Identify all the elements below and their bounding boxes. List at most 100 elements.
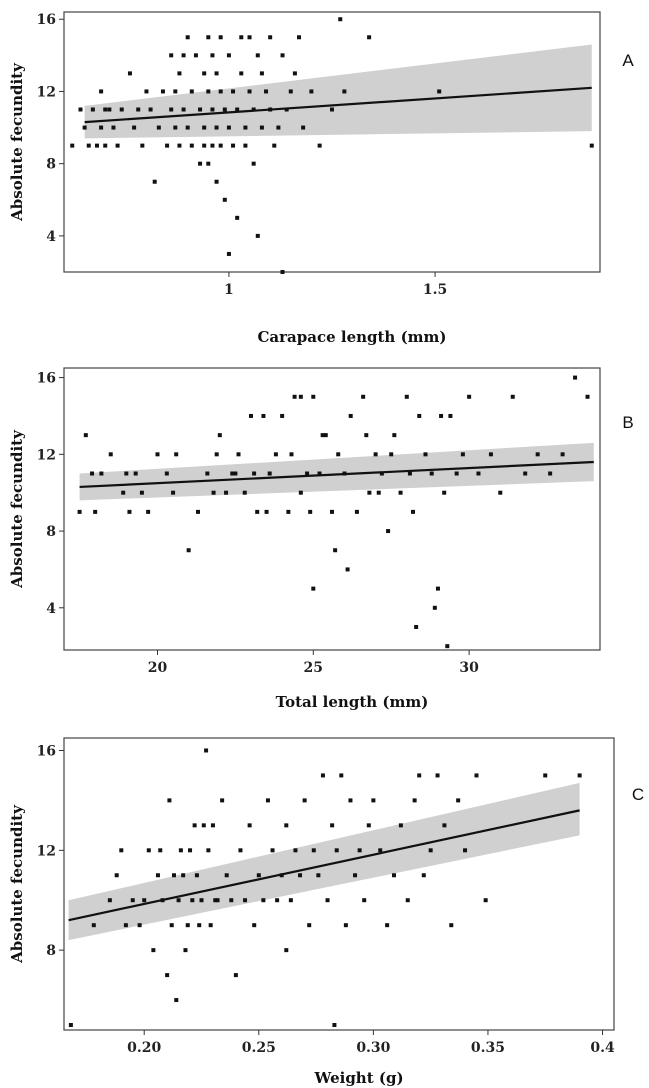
panel-b: 20 25 30 4 8 12 16 Total length (mm) Absolute fe… xyxy=(8,367,634,711)
x-axis-title: Carapace length (mm) xyxy=(257,328,446,346)
y-tick-label: 8 xyxy=(46,943,56,959)
data-point xyxy=(222,107,227,112)
data-point xyxy=(188,848,193,853)
data-point xyxy=(243,898,248,903)
data-point xyxy=(264,89,269,94)
x-tick-label: 30 xyxy=(459,660,479,676)
data-point xyxy=(210,143,215,148)
data-point xyxy=(124,471,129,476)
data-point xyxy=(197,923,202,928)
data-point xyxy=(78,107,83,112)
data-point xyxy=(252,923,257,928)
data-point xyxy=(132,125,137,130)
data-point xyxy=(333,548,338,553)
data-point xyxy=(280,53,285,58)
data-point xyxy=(233,471,238,476)
data-point xyxy=(226,251,231,256)
data-point xyxy=(298,490,303,495)
data-point xyxy=(259,71,264,76)
panel-label: B xyxy=(622,413,633,432)
data-point xyxy=(284,948,289,953)
data-point xyxy=(214,452,219,457)
data-point xyxy=(284,823,289,828)
y-tick-label: 8 xyxy=(46,157,56,173)
data-point xyxy=(251,107,256,112)
data-point xyxy=(398,490,403,495)
data-point xyxy=(261,898,266,903)
data-point xyxy=(256,873,261,878)
data-point xyxy=(429,471,434,476)
data-point xyxy=(173,125,178,130)
data-point xyxy=(233,973,238,978)
y-tick-label: 4 xyxy=(46,601,56,617)
data-point xyxy=(108,452,113,457)
data-point xyxy=(307,923,312,928)
data-point xyxy=(137,923,142,928)
x-axis-title: Total length (mm) xyxy=(276,693,429,711)
data-point xyxy=(273,452,278,457)
data-point xyxy=(483,898,488,903)
data-point xyxy=(204,748,209,753)
data-point xyxy=(589,143,594,148)
data-point xyxy=(467,394,472,399)
data-point xyxy=(99,89,104,94)
data-point xyxy=(414,624,419,629)
data-point xyxy=(535,452,540,457)
data-point xyxy=(77,509,82,514)
data-point xyxy=(255,53,260,58)
data-point xyxy=(239,35,244,40)
data-point xyxy=(264,509,269,514)
data-point xyxy=(213,898,218,903)
data-point xyxy=(498,490,503,495)
data-point xyxy=(298,873,303,878)
data-point xyxy=(214,179,219,184)
data-point xyxy=(339,773,344,778)
data-point xyxy=(224,873,229,878)
data-point xyxy=(454,471,459,476)
data-point xyxy=(417,773,422,778)
data-point xyxy=(398,823,403,828)
data-point xyxy=(181,53,186,58)
data-point xyxy=(488,452,493,457)
data-point xyxy=(437,89,442,94)
data-point xyxy=(160,89,165,94)
y-tick-label: 8 xyxy=(46,524,56,540)
data-point xyxy=(270,848,275,853)
y-tick-label: 4 xyxy=(46,229,56,245)
data-point xyxy=(247,35,252,40)
regression-line xyxy=(68,809,580,922)
data-point xyxy=(119,107,124,112)
data-point xyxy=(432,605,437,610)
data-point xyxy=(214,71,219,76)
data-point xyxy=(252,471,257,476)
data-point xyxy=(325,898,330,903)
data-point xyxy=(510,394,515,399)
data-point xyxy=(247,823,252,828)
data-point xyxy=(119,848,124,853)
y-tick-label: 16 xyxy=(37,12,56,28)
data-point xyxy=(320,773,325,778)
y-axis-title: Absolute fecundity xyxy=(8,62,26,222)
data-point xyxy=(405,898,410,903)
data-point xyxy=(292,394,297,399)
data-point xyxy=(111,125,116,130)
data-point xyxy=(202,143,207,148)
data-point xyxy=(99,471,104,476)
data-point xyxy=(543,773,548,778)
plot-frame xyxy=(63,367,601,651)
data-point xyxy=(238,848,243,853)
data-point xyxy=(456,798,461,803)
data-point xyxy=(289,452,294,457)
data-point xyxy=(165,143,170,148)
data-point xyxy=(173,89,178,94)
data-point xyxy=(371,798,376,803)
data-point xyxy=(386,529,391,534)
data-point xyxy=(123,923,128,928)
data-point xyxy=(235,107,240,112)
data-point xyxy=(174,452,179,457)
data-point xyxy=(231,143,236,148)
data-point xyxy=(176,898,181,903)
data-point xyxy=(226,53,231,58)
data-point xyxy=(442,823,447,828)
data-point xyxy=(573,375,578,380)
